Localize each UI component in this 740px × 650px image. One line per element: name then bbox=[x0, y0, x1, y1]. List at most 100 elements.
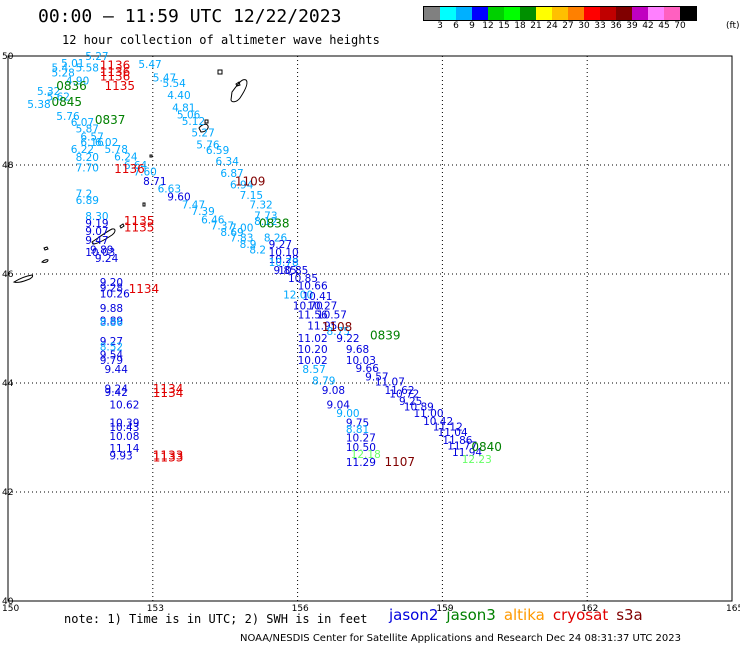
swh-value: 9.28 bbox=[100, 282, 123, 294]
colorbar-tick-label: 15 bbox=[498, 21, 510, 31]
swh-value: 9.88 bbox=[100, 303, 123, 315]
colorbar-swatch bbox=[664, 7, 680, 20]
swh-value: 10.78 bbox=[269, 257, 299, 269]
swh-value: 7.60 bbox=[133, 166, 156, 178]
swh-value: 8.26 bbox=[264, 232, 288, 244]
swh-value: 7.15 bbox=[240, 190, 263, 202]
colorbar-swatch bbox=[488, 7, 504, 20]
swh-value: 9.27 bbox=[100, 336, 123, 348]
swh-value: 10.42 bbox=[423, 416, 453, 428]
swh-value: 9.20 bbox=[100, 277, 123, 289]
lon-tick-label: 150 bbox=[2, 604, 19, 614]
swh-value: 10.27 bbox=[307, 300, 337, 312]
colorbar-swatch bbox=[552, 7, 568, 20]
lon-tick-label: 165 bbox=[726, 604, 740, 614]
swh-value: 9.79 bbox=[100, 355, 123, 367]
island bbox=[230, 79, 248, 103]
swh-value: 8.86 bbox=[100, 317, 124, 329]
island bbox=[204, 119, 209, 124]
swh-value: 10.50 bbox=[346, 442, 376, 454]
colorbar-tick-label: 27 bbox=[562, 21, 574, 31]
colorbar-swatch bbox=[472, 7, 488, 20]
swh-value: 6.87 bbox=[220, 168, 243, 180]
colorbar-tick-label: 70 bbox=[674, 21, 686, 31]
lon-tick-label: 156 bbox=[292, 604, 309, 614]
lon-tick-label: 153 bbox=[147, 604, 164, 614]
map-border bbox=[7, 55, 733, 602]
satellite-legend-item: s3a bbox=[616, 606, 643, 624]
swh-value: 9.85 bbox=[273, 265, 296, 277]
colorbar-tick-label: 39 bbox=[626, 21, 638, 31]
swh-value: 10.02 bbox=[298, 355, 328, 367]
swh-value: 10.43 bbox=[109, 422, 139, 434]
swh-value: 10.41 bbox=[302, 291, 332, 303]
satellite-legend-item: altika bbox=[503, 606, 545, 624]
pass-time-label: 0837 bbox=[95, 113, 126, 127]
island bbox=[41, 259, 49, 263]
swh-value: 6.16 bbox=[80, 137, 104, 149]
swh-value: 10.03 bbox=[85, 247, 115, 259]
swh-value: 5.12 bbox=[182, 116, 205, 128]
colorbar-swatch bbox=[680, 7, 696, 20]
swh-value: 9.07 bbox=[85, 226, 108, 238]
map-title: 00:00 – 11:59 UTC 12/22/2023 bbox=[38, 6, 342, 27]
swh-value: 10.57 bbox=[317, 310, 347, 322]
swh-value: 6.64 bbox=[124, 160, 148, 172]
colorbar-tick-label: 24 bbox=[546, 21, 558, 31]
pass-time-label: 1108 bbox=[322, 320, 353, 334]
swh-observations: 5.275.01 5.475.4 5.585.475.284.90 5.544.405… bbox=[27, 51, 491, 469]
pass-time-label: 1135 bbox=[124, 220, 155, 234]
swh-value: 4.81 bbox=[172, 103, 195, 115]
satellite-legend-item: cryosat bbox=[552, 606, 609, 624]
colorbar-tick-label: 12 bbox=[482, 21, 494, 31]
colorbar-tick-label: 18 bbox=[514, 21, 526, 31]
swh-value: 7.70 bbox=[76, 163, 99, 175]
swh-value: 6.22 bbox=[71, 144, 94, 156]
island bbox=[198, 123, 209, 133]
pass-time-label: 1136 bbox=[100, 70, 131, 84]
swh-value: 9.47 bbox=[85, 235, 108, 247]
swh-value: 8.81 bbox=[346, 424, 369, 436]
swh-value: 9.00 bbox=[336, 408, 359, 420]
colorbar-swatch bbox=[648, 7, 664, 20]
swh-value: 11.94 bbox=[452, 447, 482, 459]
swh-value: 8.2 bbox=[249, 244, 266, 256]
swh-value: 9.19 bbox=[85, 218, 108, 230]
swh-value: 8.71 bbox=[143, 176, 166, 188]
swh-value: 9.22 bbox=[336, 333, 359, 345]
swh-value: 10.39 bbox=[109, 418, 139, 430]
swh-value: 10.70 bbox=[293, 300, 323, 312]
pass-time-label: 1109 bbox=[235, 175, 266, 189]
swh-value: 8.79 bbox=[312, 376, 335, 388]
swh-value: 5.76 bbox=[56, 111, 80, 123]
swh-value: 6.07 bbox=[71, 117, 94, 129]
swh-value: 10.26 bbox=[100, 288, 130, 300]
pass-time-label: 1136 bbox=[114, 162, 145, 176]
footer-credit: NOAA/NESDIS Center for Satellite Applica… bbox=[240, 633, 682, 644]
swh-value: 10.28 bbox=[269, 254, 299, 266]
pass-time-label: 1133 bbox=[153, 450, 184, 464]
swh-value: 9.24 bbox=[95, 253, 119, 265]
swh-value: 5.38 bbox=[27, 99, 50, 111]
swh-value: 9.25 bbox=[399, 396, 422, 408]
swh-value: 11.02 bbox=[298, 333, 328, 345]
colorbar-swatch bbox=[616, 7, 632, 20]
swh-value: 10.72 bbox=[389, 389, 419, 401]
pass-time-label: 1134 bbox=[153, 386, 184, 400]
map-subtitle: 12 hour collection of altimeter wave hei… bbox=[62, 33, 380, 47]
island bbox=[12, 274, 34, 283]
pass-time-label: 1133 bbox=[153, 448, 184, 462]
swh-value: 8.52 bbox=[100, 341, 123, 353]
lat-tick-label: 46 bbox=[2, 270, 14, 280]
island bbox=[91, 228, 116, 245]
swh-value: 5.87 bbox=[76, 123, 99, 135]
swh-value: 7.83 bbox=[230, 232, 253, 244]
lon-tick-label: 162 bbox=[581, 604, 598, 614]
swh-value: 5.76 bbox=[196, 140, 220, 152]
swh-value: 5.47 bbox=[153, 73, 176, 85]
swh-value: 5.32 bbox=[37, 86, 60, 98]
colorbar-swatch bbox=[520, 7, 536, 20]
swh-value: 7.73 bbox=[254, 211, 277, 223]
swh-value: 7.2 bbox=[76, 189, 93, 201]
swh-value: 7.47 bbox=[182, 200, 205, 212]
